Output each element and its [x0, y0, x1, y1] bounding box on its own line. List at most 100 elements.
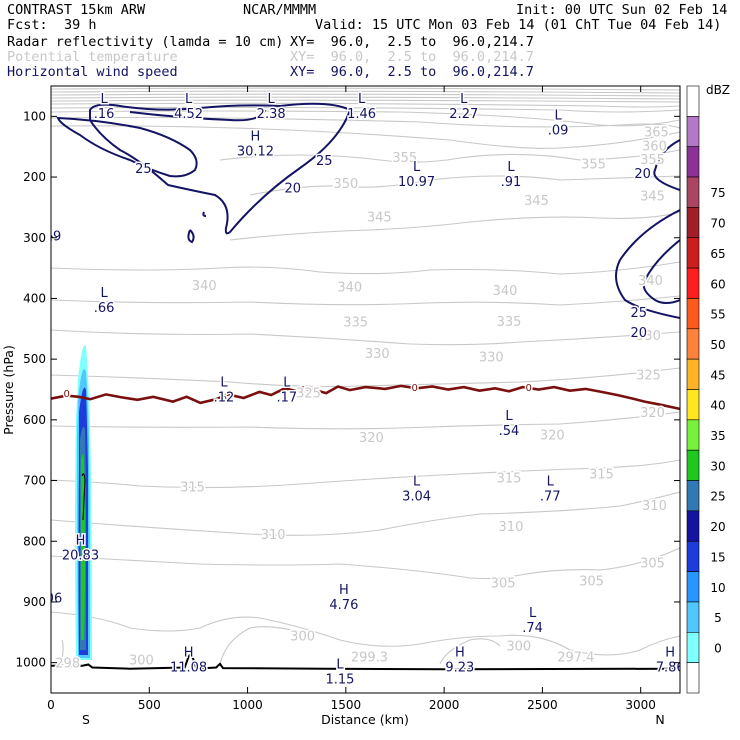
- extremum-value: .91: [501, 175, 522, 190]
- wind-contour-label: 20: [630, 326, 647, 341]
- colorbar-swatch: [686, 449, 700, 481]
- theta-contour-line: [219, 149, 680, 163]
- colorbar-swatch: [686, 358, 700, 390]
- colorbar-swatch: [686, 207, 700, 239]
- colorbar-swatch: [686, 298, 700, 330]
- colorbar-swatch: [686, 176, 700, 208]
- wind-contour-label: 19: [45, 229, 62, 244]
- extremum-value: 11.08: [170, 661, 207, 676]
- wind-contour-line: [202, 211, 207, 217]
- theta-contour-label: 330: [479, 351, 504, 366]
- extremum-value: 4.76: [329, 598, 358, 613]
- x-axis: 0 500 1000 1500 2000 2500 3000: [47, 86, 656, 712]
- extremum-kind: L: [358, 92, 366, 107]
- wind-contour-line: [642, 239, 680, 304]
- direction-end-label: N: [655, 712, 664, 727]
- extremum-kind: L: [413, 474, 421, 489]
- plot-frame: [50, 85, 681, 694]
- y-tick-label: 200: [23, 170, 46, 184]
- extremum-value: .77: [540, 489, 561, 504]
- freezing-level-label: 0: [525, 383, 531, 394]
- colorbar-tick-label: 70: [710, 217, 725, 231]
- theta-contour-line: [51, 295, 680, 306]
- x-tick-label: 0: [47, 698, 55, 712]
- theta-contour-label: 325: [296, 387, 321, 402]
- extremum-value: 20.83: [62, 548, 99, 563]
- colorbar-swatch: [686, 146, 700, 178]
- theta-contour-label: 315: [180, 481, 205, 496]
- extremum-value: 2.27: [449, 107, 478, 122]
- colorbar-swatch: [686, 601, 700, 633]
- theta-contour-line: [51, 611, 680, 656]
- colorbar-tick-label: 10: [710, 581, 725, 595]
- wind-contour-line: [615, 209, 680, 319]
- wind-contour-line: [56, 116, 198, 178]
- extremum-value: .54: [499, 424, 520, 439]
- x-tick-label: 1000: [232, 698, 263, 712]
- theta-contour-label: 305: [640, 556, 665, 571]
- x-tick-label: 500: [138, 698, 161, 712]
- extremum-value: 9.23: [445, 661, 474, 676]
- extremum-value: 1.46: [347, 107, 376, 122]
- x-tick-label: 2000: [429, 698, 460, 712]
- colorbar-swatch: [686, 631, 700, 663]
- theta-contour-label: 320: [359, 431, 384, 446]
- theta-contour-label: 315: [497, 472, 522, 487]
- theta-contour-label: 298: [55, 657, 80, 672]
- extremum-kind: L: [336, 658, 344, 673]
- extremum-value: 3.04: [402, 489, 431, 504]
- theta-contour-line: [51, 261, 680, 275]
- colorbar-tick-label: 40: [710, 399, 725, 413]
- theta-contour-label: 345: [367, 211, 392, 226]
- y-tick-label: 400: [23, 291, 46, 305]
- theta-contour-label: 335: [343, 316, 368, 331]
- theta-contour-line: [51, 547, 680, 580]
- extremum-value: .17: [277, 390, 298, 405]
- theta-contour-label: 340: [638, 274, 663, 289]
- x-tick-label: 2500: [527, 698, 558, 712]
- extremum-value: 7.86: [656, 661, 685, 676]
- colorbar-tick-label: 65: [710, 247, 725, 261]
- field-theta-xy: XY= 96.0, 2.5 to 96.0,214.7: [290, 49, 534, 65]
- theta-contour-label: 340: [192, 279, 217, 294]
- extremum-value: .16: [94, 107, 115, 122]
- colorbar-tick-label: 0: [714, 641, 722, 655]
- theta-contour-label: 340: [337, 280, 362, 295]
- wind-contour-line: [89, 102, 352, 235]
- theta-contour-line: [51, 116, 680, 129]
- extremum-kind: H: [184, 646, 194, 661]
- theta-contour-label: 330: [636, 329, 661, 344]
- theta-contour-label: 310: [261, 528, 286, 543]
- theta-contour-label: 345: [524, 194, 549, 209]
- theta-contour-line: [219, 626, 301, 665]
- colorbar-swatch: [686, 116, 700, 147]
- extremum-value: 06: [46, 592, 63, 607]
- init-time: Init: 00 UTC Sun 02 Feb 14: [516, 2, 728, 18]
- y-tick-label: 1000: [15, 656, 46, 670]
- extremum-value: .12: [214, 390, 235, 405]
- wind-labels: 25 25 20 20 25 20 19: [45, 153, 652, 343]
- extremum-kind: L: [507, 160, 515, 175]
- colorbar-swatch: [686, 510, 700, 542]
- colorbar-tick-label: 50: [710, 338, 725, 352]
- freezing-level-labels: 0 0 0 0 0: [62, 382, 533, 408]
- theta-contours: [51, 87, 680, 667]
- theta-contour-label: 330: [365, 347, 390, 362]
- extremum-value: 2.38: [257, 107, 286, 122]
- theta-contour-line: [51, 87, 680, 91]
- extremum-kind: H: [665, 646, 675, 661]
- colorbar: 0 5 10 15 20 25 30 35 40 45 50 55 60 65 70 75: [686, 85, 726, 694]
- theta-contour-label: 320: [540, 428, 565, 443]
- extremum-kind: L: [100, 286, 108, 301]
- extremum-kind: L: [460, 92, 468, 107]
- colorbar-tick-label: 20: [710, 520, 725, 534]
- theta-contour-line: [51, 367, 680, 388]
- extremum-value: 4.52: [174, 107, 203, 122]
- theta-contour-label: 310: [642, 499, 667, 514]
- wind-contour-label: 25: [316, 154, 333, 169]
- y-tick-label: 500: [23, 352, 46, 366]
- theta-contour-label: 310: [499, 520, 524, 535]
- x-axis-title: Distance (km): [321, 712, 409, 727]
